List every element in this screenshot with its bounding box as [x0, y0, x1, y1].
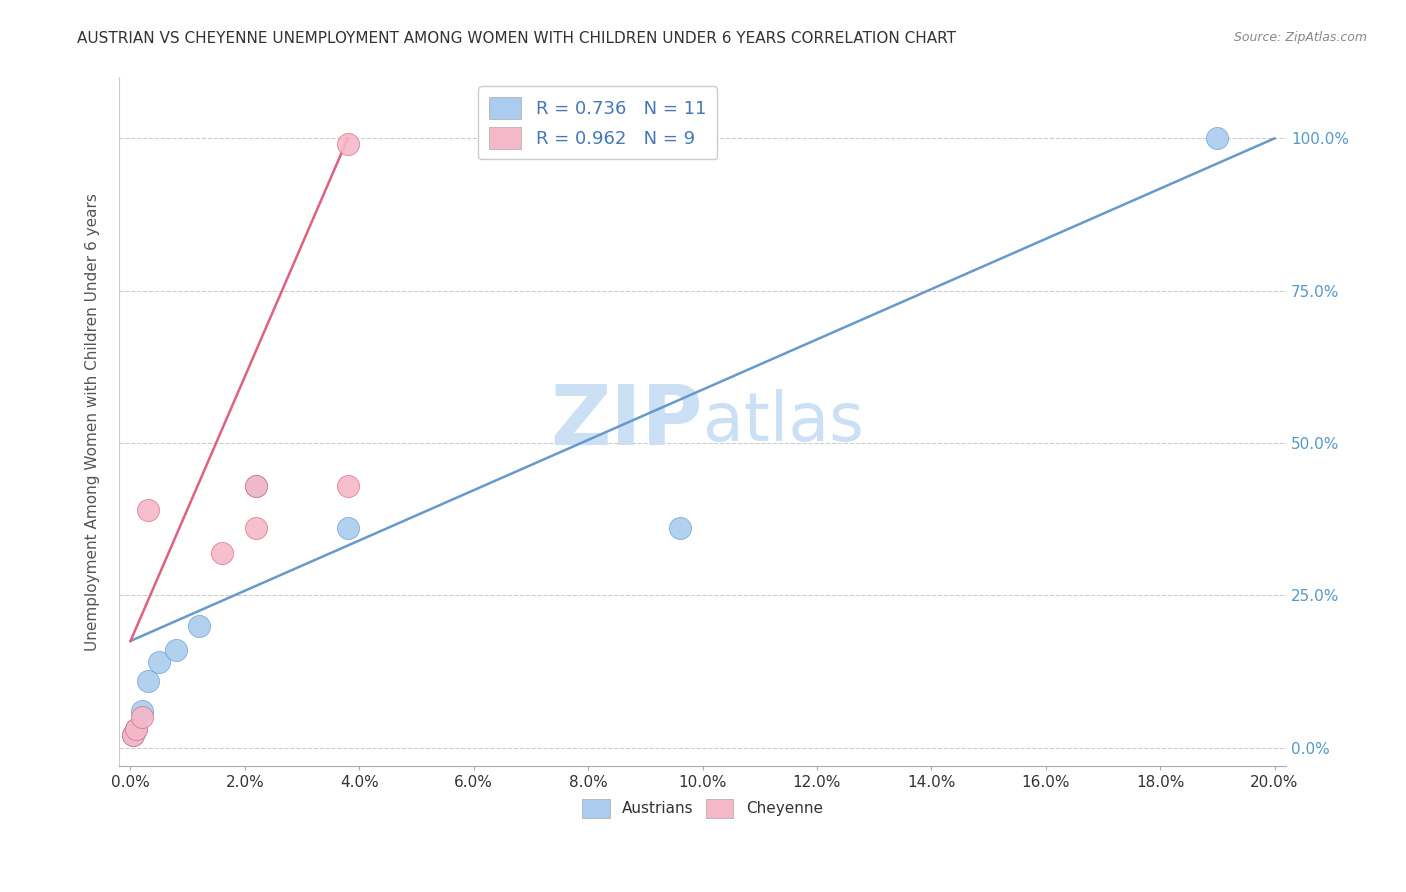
Point: [136, 503, 159, 517]
Point: [245, 521, 267, 535]
Point: [165, 643, 187, 657]
Point: [245, 478, 267, 492]
Point: [148, 655, 170, 669]
Point: [336, 521, 359, 535]
Point: [122, 728, 145, 742]
Text: Source: ZipAtlas.com: Source: ZipAtlas.com: [1233, 31, 1367, 45]
Text: AUSTRIAN VS CHEYENNE UNEMPLOYMENT AMONG WOMEN WITH CHILDREN UNDER 6 YEARS CORREL: AUSTRIAN VS CHEYENNE UNEMPLOYMENT AMONG …: [77, 31, 956, 46]
Point: [188, 619, 211, 633]
Point: [336, 478, 359, 492]
Point: [1206, 131, 1229, 145]
Point: [125, 723, 148, 737]
Point: [122, 728, 145, 742]
Point: [136, 673, 159, 688]
Point: [211, 546, 233, 560]
Point: [125, 723, 148, 737]
Point: [668, 521, 690, 535]
Point: [336, 137, 359, 152]
Text: ZIP: ZIP: [550, 381, 703, 462]
Point: [131, 710, 153, 724]
Point: [245, 478, 267, 492]
Legend: Austrians, Cheyenne: Austrians, Cheyenne: [576, 793, 828, 823]
Point: [131, 704, 153, 718]
Y-axis label: Unemployment Among Women with Children Under 6 years: Unemployment Among Women with Children U…: [86, 193, 100, 650]
Text: atlas: atlas: [703, 389, 863, 455]
